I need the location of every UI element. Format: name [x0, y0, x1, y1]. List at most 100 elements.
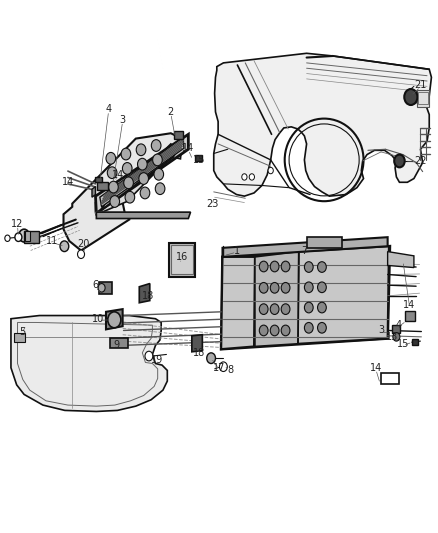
Text: 14: 14: [62, 177, 74, 187]
Circle shape: [138, 158, 147, 170]
Text: 3: 3: [120, 115, 126, 125]
Circle shape: [121, 148, 131, 160]
Circle shape: [249, 174, 254, 180]
Text: 8: 8: [227, 366, 233, 375]
Circle shape: [5, 235, 10, 241]
Polygon shape: [388, 252, 414, 268]
Circle shape: [154, 168, 164, 180]
Text: 11: 11: [46, 236, 58, 246]
Polygon shape: [96, 212, 191, 219]
Circle shape: [140, 187, 150, 199]
Text: 14: 14: [182, 143, 194, 153]
Bar: [97, 182, 108, 190]
Circle shape: [304, 322, 313, 333]
Circle shape: [394, 155, 405, 167]
Circle shape: [242, 174, 247, 180]
Bar: [25, 231, 30, 241]
Text: 14: 14: [403, 300, 416, 310]
Bar: [417, 90, 429, 107]
Circle shape: [268, 167, 273, 174]
Circle shape: [270, 325, 279, 336]
Bar: [14, 333, 25, 342]
Text: 23: 23: [206, 199, 219, 208]
Circle shape: [108, 312, 121, 328]
Text: 15: 15: [193, 155, 205, 165]
Circle shape: [125, 191, 135, 203]
Circle shape: [139, 173, 148, 184]
Text: 14: 14: [370, 363, 382, 373]
Polygon shape: [11, 316, 167, 411]
Circle shape: [207, 353, 215, 364]
Circle shape: [318, 322, 326, 333]
Circle shape: [318, 302, 326, 313]
Circle shape: [15, 233, 22, 241]
Text: 13: 13: [386, 332, 398, 342]
Circle shape: [318, 262, 326, 272]
Text: 4: 4: [396, 320, 402, 330]
Circle shape: [152, 154, 162, 166]
Circle shape: [19, 229, 29, 242]
Circle shape: [219, 362, 227, 372]
Circle shape: [136, 144, 146, 156]
Circle shape: [259, 325, 268, 336]
Circle shape: [393, 333, 400, 341]
Bar: [24, 231, 39, 243]
Circle shape: [270, 261, 279, 272]
Text: 10: 10: [92, 314, 105, 324]
Text: 16: 16: [176, 252, 188, 262]
Polygon shape: [298, 246, 389, 344]
Circle shape: [122, 163, 132, 174]
Text: 2: 2: [168, 107, 174, 117]
Circle shape: [152, 140, 161, 151]
Bar: [110, 338, 128, 348]
Bar: [412, 339, 418, 345]
Text: 18: 18: [142, 291, 154, 301]
Text: 12: 12: [11, 219, 24, 229]
Polygon shape: [214, 53, 431, 196]
Text: 9: 9: [113, 341, 119, 350]
Bar: [169, 243, 195, 277]
Circle shape: [78, 250, 85, 259]
Circle shape: [106, 152, 116, 164]
Bar: [418, 92, 428, 104]
Bar: [174, 131, 183, 139]
Text: 20: 20: [77, 239, 89, 249]
Circle shape: [318, 282, 326, 293]
Polygon shape: [100, 138, 184, 207]
Bar: [405, 311, 415, 321]
Polygon shape: [255, 252, 299, 346]
Text: 14: 14: [112, 170, 124, 180]
Circle shape: [98, 284, 105, 292]
Circle shape: [281, 325, 290, 336]
Text: 17: 17: [213, 363, 225, 373]
Circle shape: [304, 302, 313, 313]
Text: 21: 21: [414, 80, 427, 90]
Circle shape: [259, 304, 268, 314]
Circle shape: [404, 89, 417, 105]
Text: 15: 15: [397, 339, 409, 349]
Circle shape: [110, 196, 120, 207]
Bar: [381, 373, 399, 384]
Circle shape: [124, 177, 133, 189]
Circle shape: [145, 351, 153, 361]
Polygon shape: [64, 133, 182, 251]
Circle shape: [270, 304, 279, 314]
Bar: [195, 155, 202, 161]
Polygon shape: [221, 246, 390, 349]
Polygon shape: [101, 141, 182, 211]
Bar: [392, 325, 400, 333]
Circle shape: [304, 282, 313, 293]
Polygon shape: [221, 257, 255, 349]
Text: 5: 5: [19, 327, 25, 336]
Text: 6: 6: [92, 280, 99, 290]
Polygon shape: [95, 134, 188, 213]
Circle shape: [259, 261, 268, 272]
Text: 19: 19: [151, 355, 163, 365]
Text: 7: 7: [301, 246, 307, 255]
Polygon shape: [139, 284, 150, 303]
Circle shape: [270, 282, 279, 293]
Circle shape: [281, 282, 290, 293]
Text: 1: 1: [233, 246, 240, 255]
Text: 18: 18: [193, 348, 205, 358]
Circle shape: [281, 261, 290, 272]
